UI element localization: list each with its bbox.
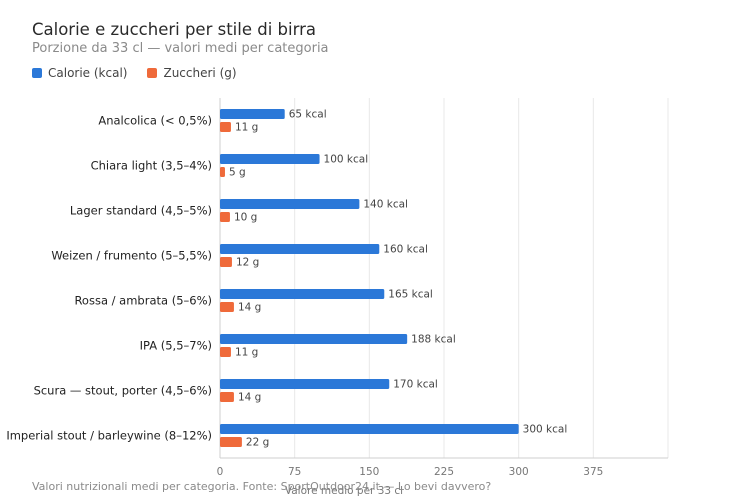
category-label-1: Chiara light (3,5–4%) <box>91 159 212 173</box>
sugar-bar-2[interactable] <box>220 212 230 222</box>
calorie-label-6: 170 kcal <box>393 379 438 391</box>
category-label-0: Analcolica (< 0,5%) <box>98 114 212 128</box>
category-label-4: Rossa / ambrata (5–6%) <box>74 294 212 308</box>
sugar-label-2: 10 g <box>234 212 257 224</box>
category-label-3: Weizen / frumento (5–5,5%) <box>51 249 212 263</box>
x-tick-label-150: 150 <box>359 466 379 478</box>
calorie-bar-6[interactable] <box>220 379 390 389</box>
sugar-label-5: 11 g <box>235 347 258 359</box>
sugar-bar-4[interactable] <box>220 302 234 312</box>
legend-item-calories[interactable]: Calorie (kcal) <box>32 66 127 80</box>
chart-title: Calorie e zuccheri per stile di birra <box>32 20 316 39</box>
gridlines <box>219 98 669 459</box>
labels: 0 75 150 225 300 375 Analcolica (< 0,5%) 65 kca… <box>6 109 603 479</box>
legend: Calorie (kcal) Zuccheri (g) <box>32 66 257 80</box>
calorie-label-7: 300 kcal <box>523 424 568 436</box>
sugar-label-0: 11 g <box>235 122 258 134</box>
sugar-bar-7[interactable] <box>220 437 242 447</box>
legend-label-calories: Calorie (kcal) <box>48 66 128 80</box>
sugar-label-4: 14 g <box>238 302 261 314</box>
calorie-label-5: 188 kcal <box>411 334 456 346</box>
x-tick-label-0: 0 <box>217 466 224 478</box>
sugar-bar-5[interactable] <box>220 347 231 357</box>
calorie-label-4: 165 kcal <box>388 289 433 301</box>
x-tick-label-300: 300 <box>509 466 529 478</box>
legend-item-sugars[interactable]: Zuccheri (g) <box>147 66 237 80</box>
legend-swatch-sugars <box>147 68 158 78</box>
calorie-label-3: 160 kcal <box>383 244 428 256</box>
category-label-6: Scura — stout, porter (4,5–6%) <box>34 384 212 398</box>
sugar-bar-1[interactable] <box>220 167 225 177</box>
calorie-bar-5[interactable] <box>220 334 408 344</box>
calorie-label-2: 140 kcal <box>363 199 408 211</box>
sugar-label-7: 22 g <box>246 437 269 449</box>
calorie-bar-2[interactable] <box>220 199 360 209</box>
sugar-label-1: 5 g <box>229 167 246 179</box>
x-tick-label-375: 375 <box>583 466 603 478</box>
calorie-bar-0[interactable] <box>220 109 285 119</box>
calorie-bar-7[interactable] <box>220 424 519 434</box>
category-label-5: IPA (5,5–7%) <box>140 339 212 353</box>
bars <box>220 109 519 447</box>
x-axis-title: Valore medio per 33 cl <box>285 485 403 497</box>
sugar-label-6: 14 g <box>238 392 261 404</box>
sugar-label-3: 12 g <box>236 257 259 269</box>
chart-subtitle: Porzione da 33 cl — valori medi per cate… <box>32 41 329 56</box>
sugar-bar-0[interactable] <box>220 122 231 132</box>
calorie-bar-3[interactable] <box>220 244 380 254</box>
sugar-bar-6[interactable] <box>220 392 234 402</box>
sugar-bar-3[interactable] <box>220 257 232 267</box>
calorie-label-0: 65 kcal <box>289 109 327 121</box>
x-tick-label-75: 75 <box>288 466 301 478</box>
x-tick-label-225: 225 <box>434 466 454 478</box>
calorie-label-1: 100 kcal <box>324 154 369 166</box>
category-label-2: Lager standard (4,5–5%) <box>70 204 212 218</box>
footnote: Valori nutrizionali medi per categoria. … <box>32 480 492 493</box>
calorie-bar-1[interactable] <box>220 154 320 164</box>
legend-label-sugars: Zuccheri (g) <box>163 66 237 80</box>
calorie-bar-4[interactable] <box>220 289 385 299</box>
category-label-7: Imperial stout / barleywine (8–12%) <box>6 429 212 443</box>
legend-swatch-calories <box>32 68 42 78</box>
